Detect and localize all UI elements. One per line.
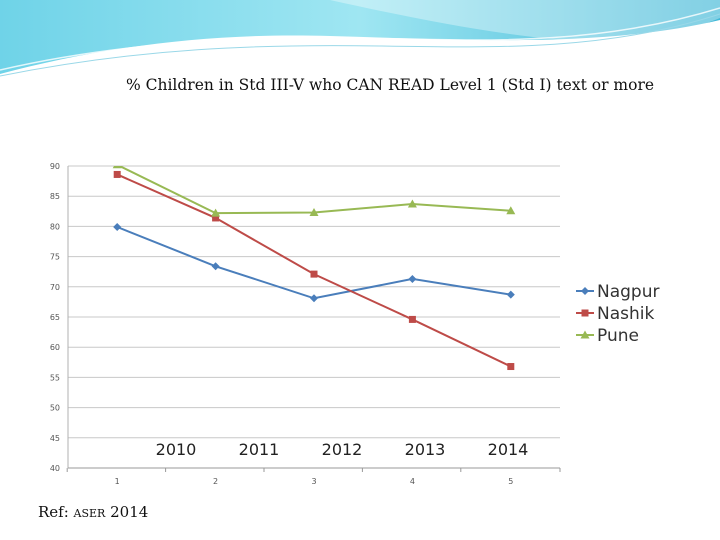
x-tick-label: 5	[508, 477, 513, 486]
year-label-2013: 2013	[404, 440, 446, 459]
x-tick-label: 3	[311, 477, 316, 486]
y-tick-label: 70	[50, 283, 60, 292]
data-point-nashik	[408, 315, 416, 323]
chart-title: % Children in Std III-V who CAN READ Lev…	[125, 76, 655, 94]
legend-marker-nashik	[581, 309, 589, 317]
header-wave-decoration	[0, 0, 720, 77]
legend-label-pune: Pune	[597, 326, 639, 346]
y-tick-label: 90	[50, 162, 60, 171]
year-label-2012: 2012	[321, 440, 363, 459]
legend-item-nashik: Nashik	[576, 304, 654, 324]
legend-item-nagpur: Nagpur	[576, 282, 659, 302]
data-point-pune	[112, 166, 122, 169]
y-tick-label: 75	[50, 253, 60, 262]
data-point-nashik	[113, 170, 121, 178]
legend-label-nashik: Nashik	[597, 304, 654, 324]
y-tick-label: 65	[50, 313, 60, 322]
y-axis-tick-labels: 40 45 50 55 60 65 70 75 80 85 90	[50, 162, 60, 473]
x-tick-label: 1	[115, 477, 120, 486]
data-point-nagpur	[211, 262, 220, 271]
year-label-2010: 2010	[155, 440, 197, 459]
gridlines	[67, 165, 560, 469]
x-axis-tick-labels: 1 2 3 4 5	[66, 468, 561, 486]
y-tick-label: 45	[50, 434, 60, 443]
legend-marker-pune	[580, 330, 590, 339]
data-point-nashik	[310, 270, 318, 278]
y-tick-label: 40	[50, 464, 60, 473]
data-point-nagpur	[408, 274, 417, 283]
series-line-nagpur	[116, 226, 511, 300]
x-tick-label: 2	[213, 477, 218, 486]
year-label-2011: 2011	[238, 440, 280, 459]
reference-year: 2014	[105, 503, 149, 521]
data-point-nagpur	[506, 290, 515, 299]
series-markers	[112, 166, 516, 371]
legend-label-nagpur: Nagpur	[597, 282, 659, 302]
series-line-nashik	[116, 173, 512, 368]
reference-prefix: Ref:	[38, 503, 74, 521]
y-tick-label: 60	[50, 343, 60, 352]
data-point-pune	[407, 199, 417, 208]
series-lines	[116, 166, 512, 368]
year-label-2014: 2014	[487, 440, 529, 459]
x-tick-label: 4	[410, 477, 415, 486]
reference-source: ASER	[73, 507, 106, 520]
y-tick-label: 85	[50, 192, 60, 201]
legend-marker-nagpur	[581, 287, 589, 295]
data-point-pune	[506, 206, 516, 215]
reference-note: Ref: ASER 2014	[38, 503, 148, 521]
y-tick-label: 80	[50, 222, 60, 231]
y-tick-label: 50	[50, 404, 60, 413]
data-point-nashik	[212, 214, 220, 222]
y-tick-label: 55	[50, 373, 60, 382]
data-point-nagpur	[113, 223, 122, 232]
data-point-nashik	[507, 363, 515, 371]
series-line-pune	[117, 166, 511, 215]
legend-item-pune: Pune	[576, 326, 639, 346]
data-point-pune	[211, 208, 221, 217]
data-point-nagpur	[310, 294, 318, 303]
data-point-pune	[309, 208, 319, 217]
